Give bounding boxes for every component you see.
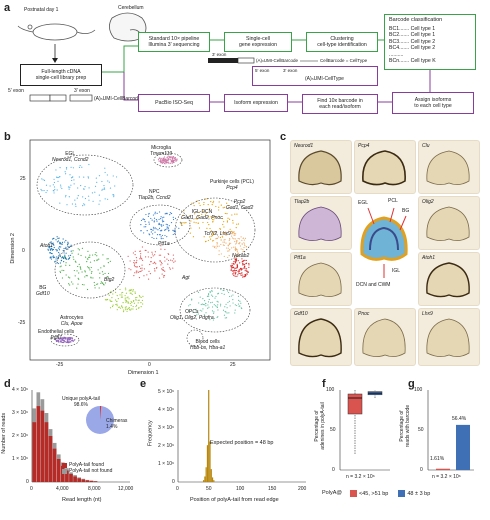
- bar-g-n: n = 3.2 × 10⁶: [432, 474, 461, 480]
- bar-g-label-2: 56.4%: [452, 416, 466, 422]
- bar-g-label-1: 1.61%: [430, 456, 444, 462]
- bar-g-ytick: 0: [420, 467, 423, 473]
- bar-g-ytick: 50: [418, 427, 424, 433]
- bar-g-bar: [436, 469, 450, 470]
- bar-g-ytick: 100: [414, 387, 422, 393]
- bar-g-ylabel: Percentage of reads with barcode: [399, 405, 411, 447]
- bar-g-bar: [456, 425, 470, 470]
